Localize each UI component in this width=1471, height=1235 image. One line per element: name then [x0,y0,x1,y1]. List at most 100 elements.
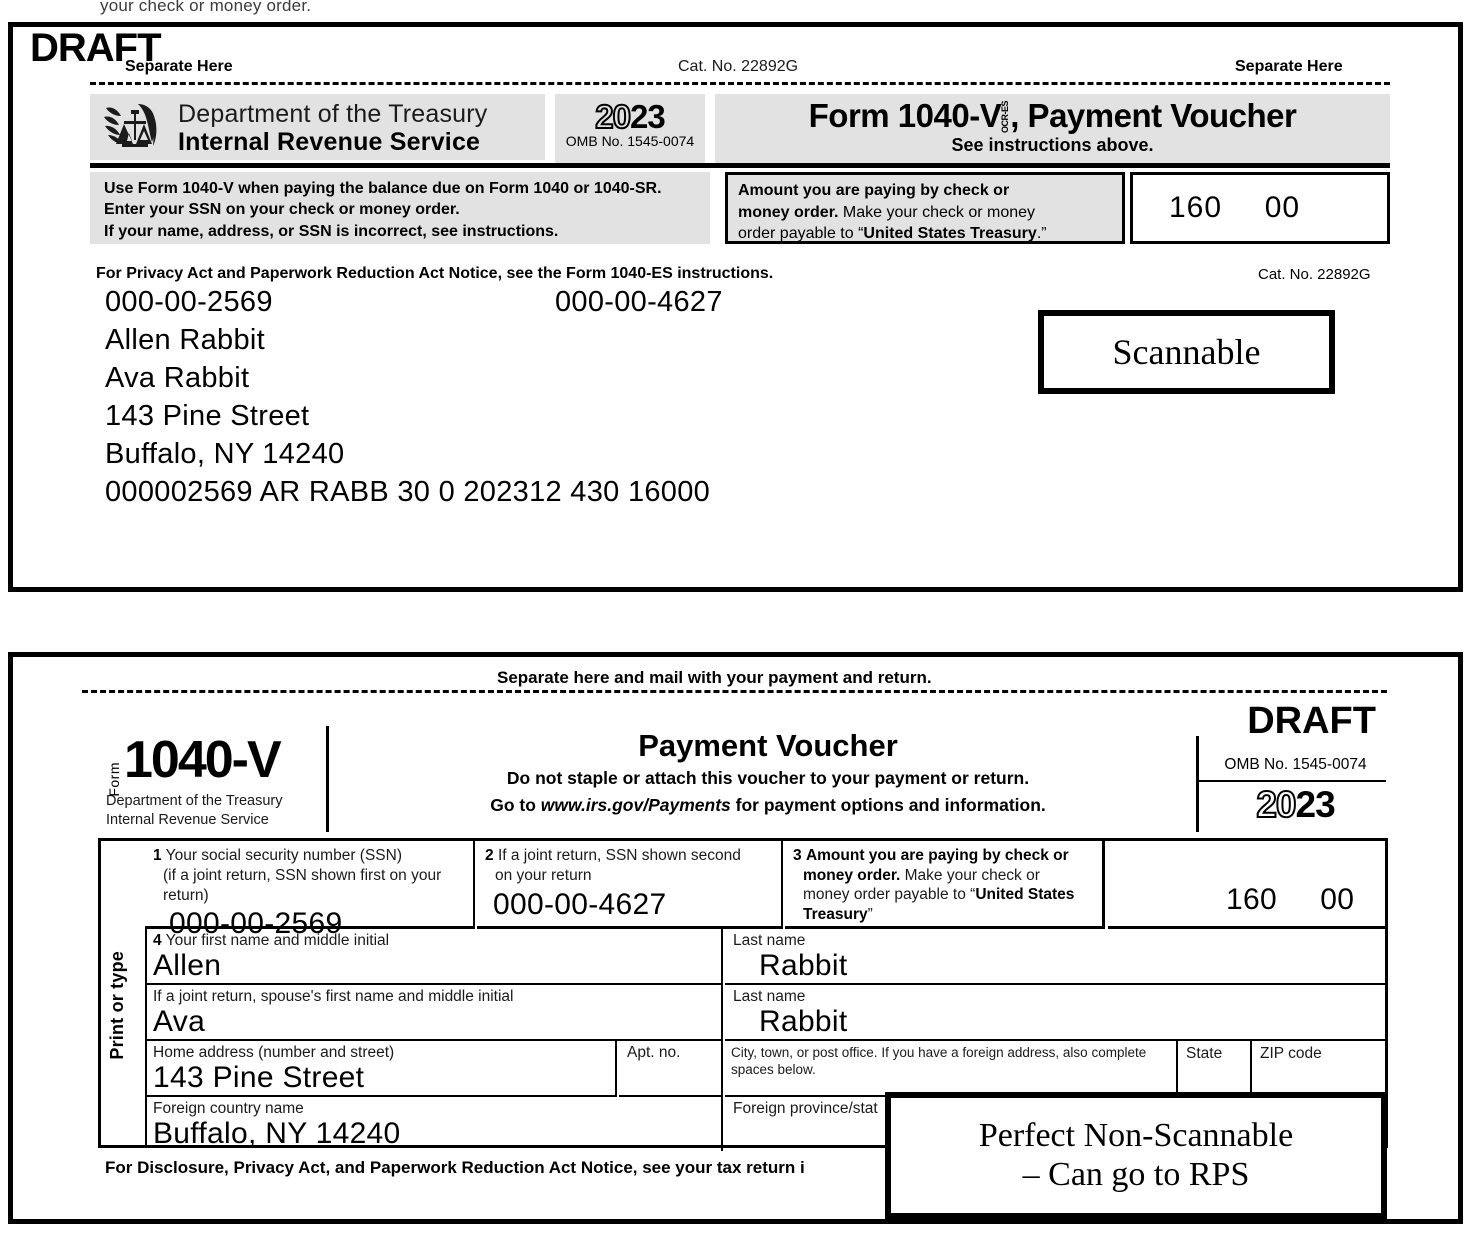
field-home-address[interactable]: Home address (number and street) 143 Pin… [145,1041,617,1097]
field-foreign-province[interactable]: Foreign province/stat [725,1097,1385,1151]
header-divider-right [1196,736,1199,832]
field-3-bold-3: United States [975,886,1075,904]
treasury-line-bottom: Department of the Treasury [106,793,283,809]
amount-dollars-top: 160 [1169,191,1223,224]
scan-line: 000002569 AR RABB 30 0 202312 430 16000 [105,476,711,508]
last-name-label-2: Last name [733,988,806,1005]
voucher-top-instruction-row: Use Form 1040-V when paying the balance … [90,172,1390,244]
field-foreign-country[interactable]: Foreign country name Buffalo, NY 14240 [145,1097,723,1151]
field-ssn-primary[interactable]: 1 Your social security number (SSN) (if … [145,841,475,940]
field-apt-no[interactable]: Apt. no. [619,1041,723,1097]
payment-voucher-title: Payment Voucher [638,728,898,763]
field-1-label: 1 Your social security number (SSN) (if … [153,846,473,905]
irs-eagle-scales-icon [104,104,157,147]
field-first-name[interactable]: 4 Your first name and middle initial All… [145,929,723,985]
field-2-number: 2 [485,847,494,864]
spouse-value: Ava [153,1004,206,1038]
city-state-zip-line: Buffalo, NY 14240 [105,438,345,470]
privacy-notice-top: For Privacy Act and Paperwork Reduction … [96,265,774,282]
header-divider-left [326,726,329,832]
home-address-label: Home address (number and street) [153,1044,395,1061]
street-line: 143 Pine Street [105,400,310,432]
field-2-label: 2 If a joint return, SSN shown second on… [485,846,781,886]
field-zip-code[interactable]: ZIP code [1254,1041,1385,1097]
use-line-3: If your name, address, or SSN is incorre… [104,222,559,240]
irs-line-bottom: Internal Revenue Service [106,811,269,828]
disclosure-notice-bottom: For Disclosure, Privacy Act, and Paperwo… [105,1158,805,1177]
irs-payments-url[interactable]: www.irs.gov/Payments [540,795,731,815]
tear-line-bottom [82,690,1387,693]
field-1-sub: (if a joint return, SSN shown first on y… [163,866,442,904]
amount-value-box-top[interactable]: 160 00 [1130,172,1390,244]
field-3-bold-2: money order. [803,866,901,884]
entity-block-top: 000-00-2569 000-00-4627 Allen Rabbit Ava… [105,286,722,514]
state-label: State [1186,1045,1223,1062]
use-form-instructions: Use Form 1040-V when paying the balance … [90,172,710,244]
field-3-rest-3: money order payable to “ [803,886,976,904]
separate-here-right: Separate Here [1235,58,1343,75]
amount-cents-top: 00 [1264,191,1301,224]
field-3-bold-1: Amount you are paying by check or [805,847,1069,864]
field-4-title: Your first name and middle initial [165,932,390,949]
see-instructions-above: See instructions above. [951,135,1154,155]
zip-label: ZIP code [1260,1045,1322,1062]
amount-tail-line3: .” [1036,225,1047,243]
foreign-province-label: Foreign province/stat [733,1100,878,1117]
field-ssn-spouse[interactable]: 2 If a joint return, SSN shown second on… [477,841,783,929]
form-number-1040v: 1040-V [124,731,282,789]
amount-bold-line1: Amount you are paying by check or [738,182,1010,199]
field-1-value: 000-00-2569 [169,907,343,941]
field-last-name-spouse[interactable]: Last name Rabbit [725,985,1385,1041]
separate-and-mail-text: Separate here and mail with your payment… [497,668,932,687]
amount-rest-line2: Make your check or money [838,203,1036,221]
amount-cents-bottom: 00 [1320,883,1355,916]
form-title-top: Form 1040-VOCR-ES, Payment Voucher [715,97,1390,135]
field-4-value: Allen [153,948,222,982]
ssn-primary-top: 000-00-2569 [105,286,273,318]
city-label: City, town, or post office. If you have … [731,1045,1147,1078]
ocr-es-mark: OCR-ES [1000,100,1011,133]
last-name-label-1: Last name [733,932,806,949]
field-3-number: 3 [793,847,802,864]
field-amount-value[interactable]: 160 00 [1108,841,1385,929]
name-line-1: Allen Rabbit [105,324,265,356]
amount-rest-line3: order payable to “ [738,225,864,243]
amount-instructions-top: Amount you are paying by check or money … [725,172,1125,244]
amount-bold-line2: money order. [738,203,839,221]
cat-no-top: Cat. No. 22892G [678,58,799,75]
treasury-line: Department of the Treasury [178,100,488,128]
field-spouse-first-name[interactable]: If a joint return, spouse's first name a… [145,985,723,1041]
tax-year-bottom: 2023 [1208,783,1383,826]
field-3-bold-4: Treasury [803,905,868,923]
use-line-1: Use Form 1040-V when paying the balance … [104,180,662,197]
go-to-payments-text: Go to www.irs.gov/Payments for payment o… [428,795,1108,816]
field-city-town[interactable]: City, town, or post office. If you have … [725,1041,1178,1097]
field-last-name-primary[interactable]: Last name Rabbit [725,929,1385,985]
field-1-title: Your social security number (SSN) [165,847,402,864]
year-hollow-part-bottom: 20 [1255,783,1297,826]
field-amount-instructions: 3 Amount you are paying by check or mone… [785,841,1105,929]
field-4-label: 4 Your first name and middle initial [153,931,721,951]
field-4-number: 4 [153,932,162,949]
form-title-pre: Form 1040-V [808,97,1002,134]
omb-number-top: OMB No. 1545-0074 [565,133,695,149]
field-state[interactable]: State [1180,1041,1252,1097]
ssn-row: 000-00-2569 000-00-4627 [105,286,722,324]
separate-here-left: Separate Here [125,58,233,75]
voucher-bottom-header: Form 1040-V Department of the Treasury I… [98,704,1388,832]
field-2-title-l1: If a joint return, SSN shown second [497,847,741,864]
omb-number-bottom: OMB No. 1545-0074 [1224,756,1367,773]
field-2-value: 000-00-4627 [493,887,667,921]
scannable-stamp: Scannable [1038,310,1335,394]
omb-divider [1199,780,1386,782]
spouse-label: If a joint return, spouse's first name a… [153,988,514,1005]
voucher-top-header: Department of the Treasury Internal Reve… [90,94,1390,166]
united-states-treasury: United States Treasury [863,225,1037,243]
year-solid-part: 23 [630,98,666,135]
go-to-suffix: for payment options and information. [730,795,1046,815]
voucher-bottom-field-grid: Print or type 1 Your social security num… [98,838,1388,1151]
year-hollow-part: 20 [594,98,632,135]
amount-entry-bottom: 160 00 [1226,883,1354,917]
agency-block-bottom: Department of the Treasury Internal Reve… [106,792,283,830]
last-name-value-1: Rabbit [759,948,848,982]
